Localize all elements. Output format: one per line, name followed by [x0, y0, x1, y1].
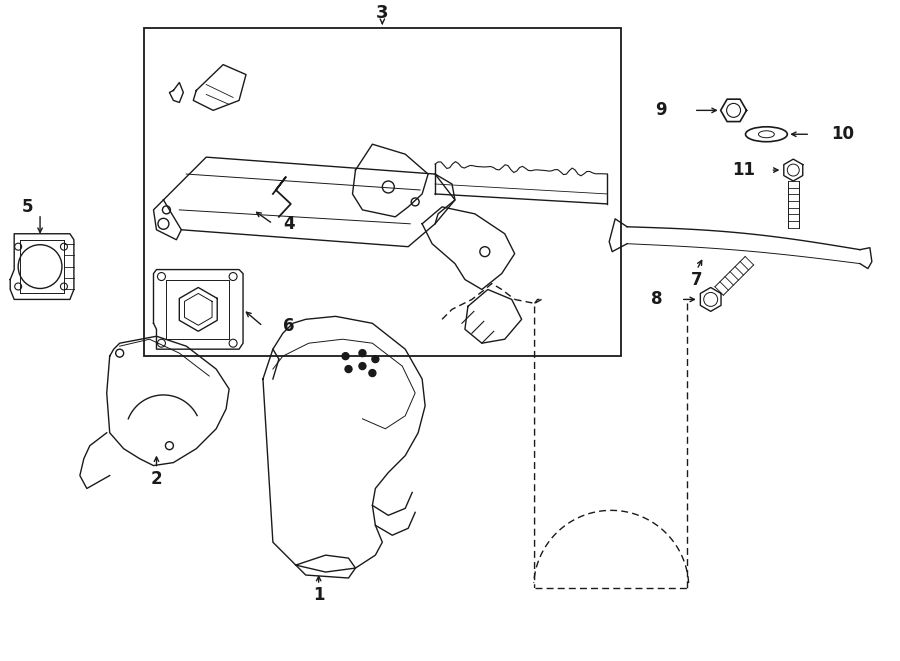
Text: 4: 4: [283, 215, 294, 233]
Circle shape: [342, 353, 349, 360]
Text: 5: 5: [22, 198, 33, 216]
Text: 9: 9: [655, 101, 667, 120]
Circle shape: [372, 356, 379, 363]
Text: 8: 8: [652, 290, 662, 309]
Text: 7: 7: [691, 270, 703, 288]
Bar: [143, 28, 621, 356]
Text: 11: 11: [732, 161, 755, 179]
Text: 1: 1: [313, 586, 324, 604]
Circle shape: [345, 366, 352, 373]
Circle shape: [359, 350, 366, 357]
Circle shape: [359, 363, 366, 369]
Text: 10: 10: [832, 125, 854, 143]
Text: 6: 6: [284, 317, 294, 335]
Circle shape: [369, 369, 376, 377]
Text: 3: 3: [376, 4, 389, 22]
Text: 2: 2: [150, 469, 162, 488]
